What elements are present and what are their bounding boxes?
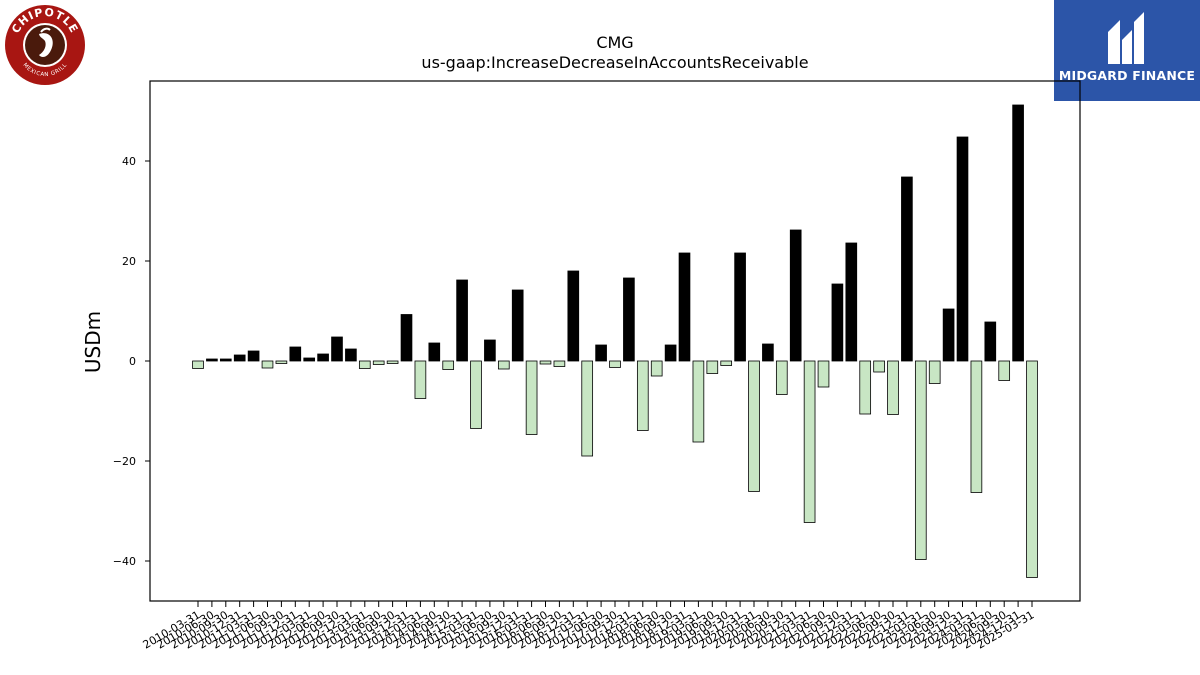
bar-2022-06-30: [873, 360, 885, 373]
bar-2023-09-30: [942, 308, 955, 362]
bar-2016-06-30: [539, 360, 552, 365]
bar-2018-03-31: [636, 360, 649, 431]
bar-2023-12-31: [956, 136, 969, 362]
bar-2022-09-30: [887, 360, 899, 415]
y-tick-label: −20: [113, 455, 136, 468]
bar-2016-09-30: [553, 360, 566, 367]
bar-2011-03-31: [247, 350, 260, 362]
bar-2012-09-30: [331, 336, 343, 362]
bar-2010-06-30: [206, 358, 218, 362]
bar-2018-06-30: [650, 360, 663, 377]
bar-2017-12-31: [623, 277, 635, 362]
bar-2011-09-30: [275, 360, 288, 364]
chipotle-logo: CHIPOTLE MEXICAN GRILL: [4, 4, 86, 86]
bar-2013-06-30: [372, 360, 385, 365]
y-tick-label: −40: [113, 555, 136, 568]
bar-2014-12-31: [456, 279, 468, 362]
bar-2021-03-31: [803, 360, 816, 523]
midgard-mark-icon: [1108, 12, 1144, 64]
bar-2013-03-31: [358, 360, 371, 369]
bar-2014-03-31: [414, 360, 427, 399]
bar-2013-12-31: [400, 314, 413, 362]
bar-2018-12-31: [678, 252, 691, 362]
bar-2010-12-31: [233, 354, 246, 362]
bar-2016-03-31: [525, 360, 538, 435]
y-axis-label: USDm: [81, 311, 105, 373]
chart-title: CMG: [596, 33, 633, 52]
bar-2019-12-31: [734, 252, 746, 362]
bar-2019-06-30: [706, 360, 719, 374]
bar-2021-12-31: [845, 242, 858, 362]
bar-2017-09-30: [609, 360, 621, 368]
bar-2021-06-30: [817, 360, 830, 388]
midgard-finance-logo-text: MIDGARD FINANCE: [1058, 68, 1196, 83]
bar-2025-03-31: [1026, 360, 1038, 578]
bar-2020-06-30: [762, 343, 774, 362]
bar-2020-09-30: [775, 360, 788, 395]
bar-2015-06-30: [484, 339, 496, 362]
y-axis: −40 −20 0 20 40: [113, 155, 150, 568]
bar-2011-06-30: [261, 360, 274, 369]
bar-2020-03-31: [748, 360, 760, 492]
x-axis: 2010-03-312010-06-302010-09-302010-12-31…: [141, 601, 1037, 652]
bar-2024-06-30: [984, 321, 997, 362]
y-tick-label: 20: [122, 255, 136, 268]
bar-2012-12-31: [345, 348, 357, 362]
bar-2011-12-31: [289, 346, 302, 362]
bar-2019-03-31: [692, 360, 705, 443]
bar-2010-03-31: [192, 360, 204, 369]
y-tick-label: 0: [129, 355, 136, 368]
bar-2013-09-30: [386, 360, 399, 364]
bar-2024-12-31: [1012, 104, 1024, 362]
bar-2024-09-30: [998, 360, 1011, 381]
bar-2010-09-30: [219, 358, 232, 362]
chart-subtitle: us-gaap:IncreaseDecreaseInAccountsReceiv…: [421, 53, 808, 72]
bar-2016-12-31: [567, 270, 580, 362]
bar-2015-12-31: [511, 289, 524, 362]
bar-2020-12-31: [789, 229, 802, 362]
bar-2015-09-30: [497, 360, 510, 370]
midgard-finance-logo: MIDGARD FINANCE: [1054, 0, 1200, 101]
bar-2014-09-30: [442, 360, 455, 370]
bar-series: [192, 104, 1038, 578]
bar-2012-06-30: [317, 353, 329, 362]
y-tick-label: 40: [122, 155, 136, 168]
bar-2014-06-30: [428, 342, 441, 362]
bar-2017-06-30: [595, 344, 607, 362]
bar-2015-03-31: [470, 360, 482, 429]
bar-2021-09-30: [831, 283, 844, 362]
bar-2012-03-31: [303, 357, 316, 362]
bar-2023-03-31: [914, 360, 927, 560]
bar-2018-09-30: [664, 344, 677, 362]
plot-frame: [149, 80, 1081, 602]
bar-2022-12-31: [901, 176, 913, 362]
bar-2019-09-30: [720, 360, 733, 366]
bar-2017-03-31: [581, 360, 594, 457]
bar-2023-06-30: [928, 360, 941, 384]
chipotle-logo-icon: CHIPOTLE MEXICAN GRILL: [5, 5, 85, 85]
bar-2024-03-31: [970, 360, 983, 493]
bar-2022-03-31: [859, 360, 872, 415]
